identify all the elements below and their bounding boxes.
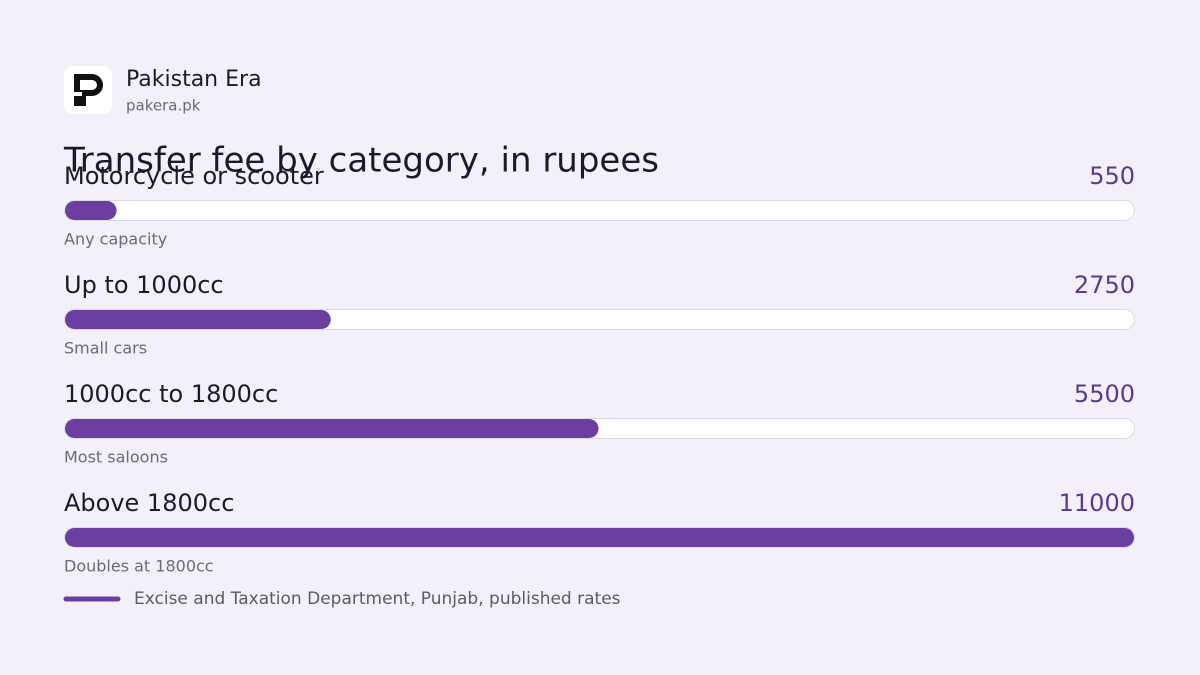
bar [65,528,1134,547]
bar-track [64,200,1135,221]
value-label: 5500 [1074,380,1135,408]
category-note: Most saloons [64,448,168,467]
bar [65,310,331,329]
logo [64,66,112,114]
legend-label: Excise and Taxation Department, Punjab, … [134,589,621,609]
category-label: Up to 1000cc [64,271,224,299]
bar [65,201,117,220]
brand-name: Pakistan Era [126,67,262,92]
logo-mark [74,74,103,106]
category-label: Motorcycle or scooter [64,162,324,190]
brand-site: pakera.pk [126,97,201,115]
category-label: Above 1800cc [64,489,234,517]
bar-track [64,309,1135,330]
category-note: Small cars [64,339,147,358]
value-label: 11000 [1059,489,1135,517]
category-label: 1000cc to 1800cc [64,380,278,408]
logo-cut [72,92,82,96]
value-label: 2750 [1074,271,1135,299]
chart-title: Transfer fee by category, in rupees [63,141,659,181]
category-note: Doubles at 1800cc [64,557,214,576]
bar [65,419,599,438]
category-note: Any capacity [64,230,167,249]
value-label: 550 [1089,162,1135,190]
